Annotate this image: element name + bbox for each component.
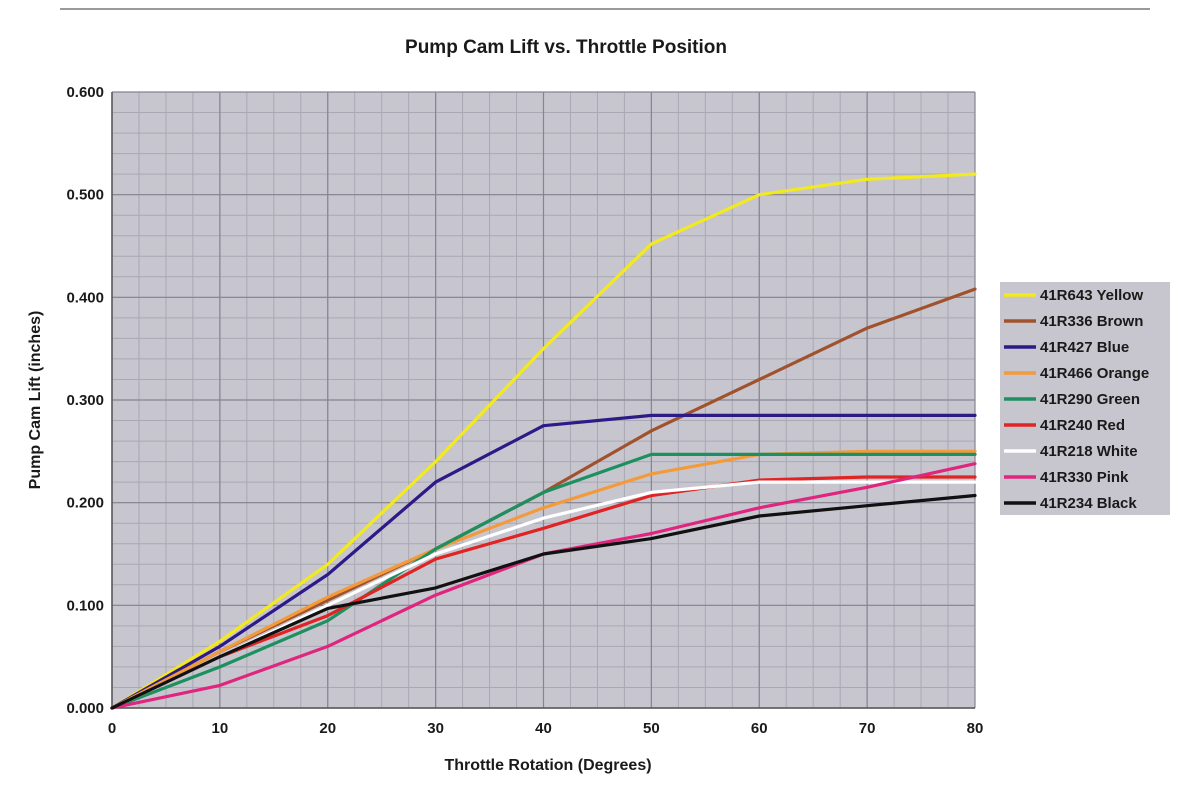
legend-label-41r234-black: 41R234 Black: [1040, 495, 1137, 512]
legend-label-41r336-brown: 41R336 Brown: [1040, 313, 1143, 330]
x-tick-label: 40: [535, 720, 552, 737]
series-line-41r643-yellow: [110, 172, 977, 710]
x-tick-label: 80: [967, 720, 984, 737]
chart-title: Pump Cam Lift vs. Throttle Position: [405, 37, 727, 58]
x-tick-label: 30: [427, 720, 444, 737]
y-tick-label: 0.200: [66, 495, 104, 512]
x-tick-label: 70: [859, 720, 876, 737]
series-lines: [110, 172, 977, 710]
x-tick-label: 50: [643, 720, 660, 737]
legend-label-41r330-pink: 41R330 Pink: [1040, 469, 1129, 486]
x-tick-label: 20: [319, 720, 336, 737]
legend-label-41r427-blue: 41R427 Blue: [1040, 339, 1129, 356]
series-line-41r290-green: [110, 452, 977, 710]
legend-label-41r290-green: 41R290 Green: [1040, 391, 1140, 408]
legend-label-41r218-white: 41R218 White: [1040, 443, 1138, 460]
series-line-41r466-orange: [110, 449, 977, 710]
y-tick-label: 0.500: [66, 187, 104, 204]
y-axis-label: Pump Cam Lift (inches): [27, 311, 44, 490]
legend-label-41r466-orange: 41R466 Orange: [1040, 365, 1149, 382]
legend-label-41r643-yellow: 41R643 Yellow: [1040, 287, 1143, 304]
series-line-41r234-black: [110, 493, 977, 710]
legend: 41R643 Yellow 41R336 Brown 41R427 Blue 41R4…: [1000, 282, 1170, 515]
series-line-41r427-blue: [110, 413, 977, 710]
x-tick-label: 60: [751, 720, 768, 737]
series-line-41r240-red: [110, 475, 977, 710]
y-tick-label: 0.600: [66, 84, 104, 101]
y-tick-label: 0.000: [66, 700, 104, 717]
x-tick-labels: 0 10 20 30 40 50 60 70 80: [108, 720, 984, 737]
y-tick-label: 0.400: [66, 289, 104, 306]
legend-label-41r240-red: 41R240 Red: [1040, 417, 1125, 434]
x-tick-label: 10: [212, 720, 229, 737]
x-axis-label: Throttle Rotation (Degrees): [444, 757, 651, 774]
x-tick-label: 0: [108, 720, 116, 737]
top-divider: [60, 8, 1150, 10]
y-tick-labels: 0.000 0.100 0.200 0.300 0.400 0.500 0.600: [66, 84, 104, 717]
y-tick-label: 0.100: [66, 597, 104, 614]
y-tick-label: 0.300: [66, 392, 104, 409]
